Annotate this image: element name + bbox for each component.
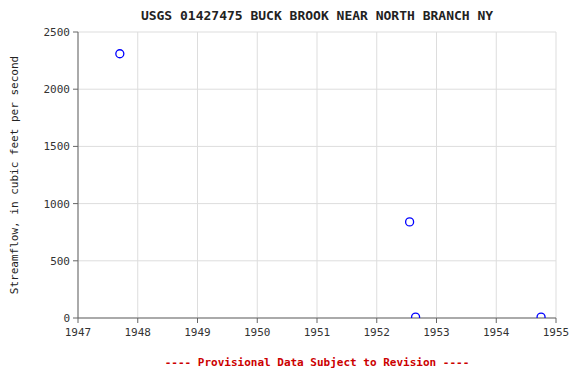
x-tick-label: 1955 xyxy=(543,326,570,339)
y-tick-label: 1000 xyxy=(44,198,71,211)
x-tick xyxy=(556,318,557,323)
x-tick-label: 1952 xyxy=(364,326,391,339)
x-grid-line xyxy=(78,32,79,318)
x-tick-label: 1951 xyxy=(304,326,331,339)
points xyxy=(116,50,545,318)
point xyxy=(537,313,545,318)
x-tick xyxy=(317,318,318,323)
x-axis-line xyxy=(78,318,556,319)
x-tick xyxy=(496,318,497,323)
x-grid-line xyxy=(376,32,377,318)
x-tick-label: 1949 xyxy=(184,326,211,339)
x-tick xyxy=(197,318,198,323)
y-axis-label: Streamflow, in cubic feet per second xyxy=(8,56,21,294)
x-grid-line xyxy=(436,32,437,318)
y-tick xyxy=(73,318,78,319)
y-tick-label: 1500 xyxy=(44,140,71,153)
y-tick xyxy=(73,89,78,90)
chart: 1947 1948 1949 1950 1951 1952 1953 1954 1955 0 500… xyxy=(0,0,576,384)
y-tick-label: 2500 xyxy=(44,26,71,39)
y-tick-label: 500 xyxy=(50,255,70,268)
y-tick xyxy=(73,32,78,33)
x-grid-line xyxy=(556,32,557,318)
x-tick xyxy=(78,318,79,323)
plot-area xyxy=(78,32,556,318)
x-grid-line xyxy=(197,32,198,318)
ticks: 1947 1948 1949 1950 1951 1952 1953 1954 1955 0 500… xyxy=(44,26,570,339)
x-tick-label: 1954 xyxy=(483,326,510,339)
x-tick-label: 1948 xyxy=(125,326,152,339)
x-tick xyxy=(137,318,138,323)
y-axis-line xyxy=(78,32,79,318)
y-grid-line xyxy=(78,203,556,204)
y-tick-label: 0 xyxy=(63,312,70,325)
point xyxy=(406,218,414,226)
title: USGS 01427475 BUCK BROOK NEAR NORTH BRAN… xyxy=(141,8,493,23)
point xyxy=(116,50,124,58)
x-tick-label: 1950 xyxy=(244,326,271,339)
y-grid-line xyxy=(78,146,556,147)
x-tick xyxy=(376,318,377,323)
y-tick xyxy=(73,203,78,204)
x-grid-line xyxy=(496,32,497,318)
x-tick-label: 1947 xyxy=(65,326,92,339)
y-grid-line xyxy=(78,260,556,261)
y-tick xyxy=(73,146,78,147)
x-grid-line xyxy=(137,32,138,318)
y-grid-line xyxy=(78,318,556,319)
point xyxy=(412,313,420,318)
x-grid-line xyxy=(257,32,258,318)
grid xyxy=(78,32,556,318)
y-tick-label: 2000 xyxy=(44,83,71,96)
y-grid-line xyxy=(78,32,556,33)
annotation: ---- Provisional Data Subject to Revisio… xyxy=(165,356,470,369)
y-grid-line xyxy=(78,89,556,90)
x-tick xyxy=(257,318,258,323)
x-grid-line xyxy=(317,32,318,318)
x-tick-label: 1953 xyxy=(423,326,450,339)
y-tick xyxy=(73,260,78,261)
x-tick xyxy=(436,318,437,323)
